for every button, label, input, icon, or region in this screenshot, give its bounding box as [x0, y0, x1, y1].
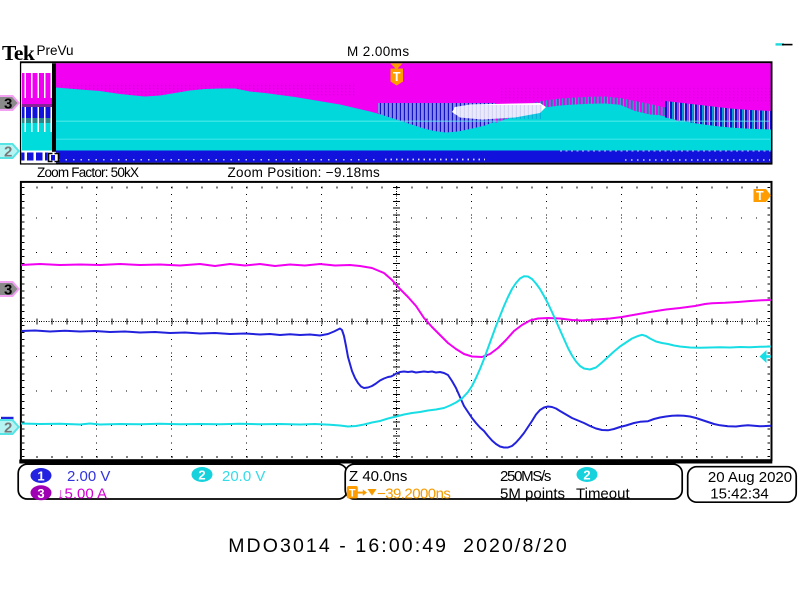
- svg-text:MDO3014 - 16:00:49 2020/8/20: MDO3014 - 16:00:49 2020/8/20: [228, 535, 569, 557]
- svg-text:3: 3: [37, 486, 44, 501]
- svg-text:2: 2: [4, 144, 12, 161]
- svg-text:Tek: Tek: [2, 41, 35, 65]
- svg-text:Zoom Position: −9.18ms: Zoom Position: −9.18ms: [228, 165, 381, 180]
- svg-text:PreVu: PreVu: [37, 43, 74, 58]
- svg-text:2.00 V: 2.00 V: [67, 468, 110, 485]
- svg-text:1: 1: [37, 469, 44, 484]
- svg-text:5M points: 5M points: [500, 486, 565, 503]
- svg-text:2: 2: [198, 468, 205, 483]
- svg-text:−39.2000ns: −39.2000ns: [377, 486, 450, 503]
- svg-text:20.0 V: 20.0 V: [222, 468, 265, 485]
- svg-text:2: 2: [4, 420, 12, 437]
- svg-text:Zoom Factor: 50kX: Zoom Factor: 50kX: [37, 165, 139, 180]
- svg-text:Timeout: Timeout: [576, 486, 630, 503]
- svg-text:T: T: [756, 189, 764, 203]
- svg-text:T: T: [393, 70, 401, 84]
- svg-text:Z 40.0ns: Z 40.0ns: [349, 468, 407, 485]
- svg-text:3: 3: [4, 96, 12, 113]
- svg-text:250MS/s: 250MS/s: [500, 468, 551, 485]
- svg-text:↓5.00 A: ↓5.00 A: [57, 486, 107, 503]
- svg-text:15:42:34: 15:42:34: [710, 486, 768, 503]
- svg-text:2: 2: [583, 468, 590, 483]
- svg-text:M 2.00ms: M 2.00ms: [347, 44, 409, 59]
- svg-text:20 Aug 2020: 20 Aug 2020: [708, 469, 792, 486]
- svg-text:T: T: [349, 488, 356, 500]
- svg-text:3: 3: [4, 282, 12, 299]
